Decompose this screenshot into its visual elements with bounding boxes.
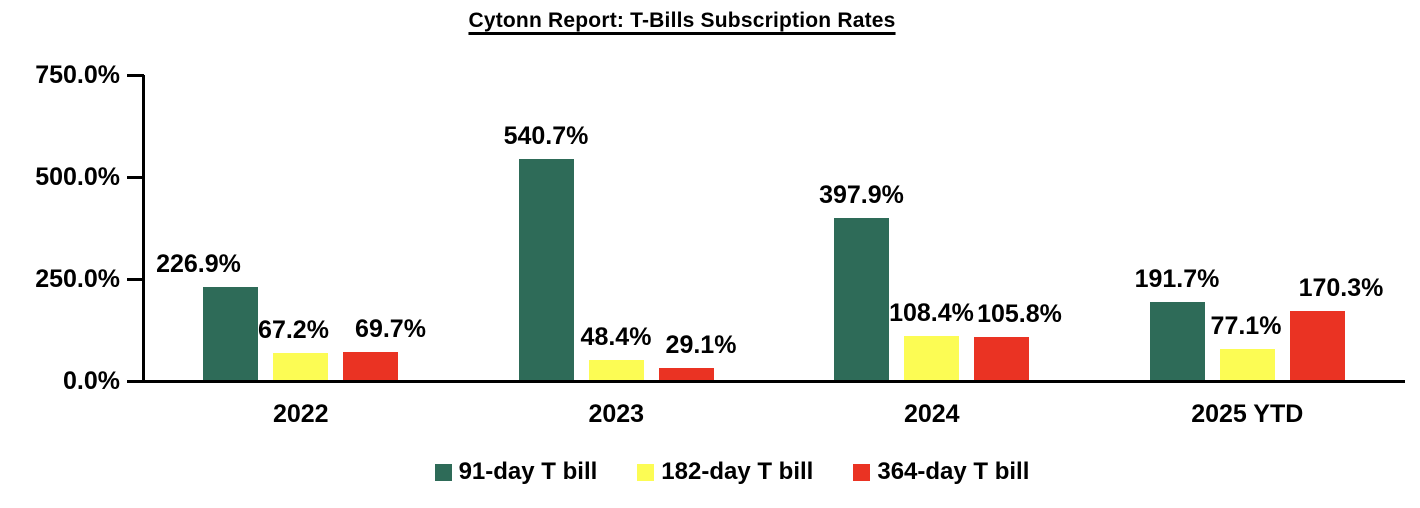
category-label-2025-ytd: 2025 YTD [1191,400,1304,428]
value-label-91-day-t-bill-2024: 397.9% [819,180,904,209]
legend-item-91-day-t-bill: 91-day T bill [434,458,598,485]
bar-182-day-t-bill-2023 [588,360,644,380]
bar-182-day-t-bill-2024 [904,335,959,380]
y-axis-tick-label: 500.0% [35,163,120,191]
value-label-364-day-t-bill-2023: 29.1% [665,331,737,360]
y-axis-tick-label: 0.0% [63,367,120,395]
legend: 91-day T bill 182-day T bill 364-day T bil… [0,459,1420,485]
value-label-91-day-t-bill-2025-ytd: 191.7% [1134,264,1220,293]
bar-364-day-t-bill-2024 [974,336,1029,380]
legend-label: 364-day T bill [877,458,1030,485]
value-label-91-day-t-bill-2022: 226.9% [156,250,241,279]
value-label-182-day-t-bill-2025-ytd: 77.1% [1210,311,1282,340]
value-label-182-day-t-bill-2023: 48.4% [580,323,652,352]
legend-swatch-182-day-t-bill [637,463,655,481]
y-axis-tick [127,278,144,281]
category-label-2023: 2023 [588,400,645,428]
legend-swatch-364-day-t-bill [853,463,871,481]
chart-title: Cytonn Report: T-Bills Subscription Rate… [468,9,896,32]
value-label-182-day-t-bill-2022: 67.2% [258,315,329,344]
legend-item-182-day-t-bill: 182-day T bill [637,459,813,485]
bar-182-day-t-bill-2022 [273,352,328,380]
legend-label: 182-day T bill [661,458,814,485]
value-label-364-day-t-bill-2024: 105.8% [977,299,1062,328]
x-axis-line [127,380,1405,383]
legend-swatch-91-day-t-bill [434,463,452,481]
bar-364-day-t-bill-2022 [343,351,398,380]
bar-91-day-t-bill-2023 [518,159,574,380]
y-axis-line [142,75,145,383]
y-axis-tick-label: 250.0% [35,265,120,293]
legend-label: 91-day T bill [458,458,598,485]
bar-91-day-t-bill-2025-ytd [1149,301,1205,380]
bar-364-day-t-bill-2023 [658,368,714,380]
bar-364-day-t-bill-2025-ytd [1289,310,1345,380]
value-label-182-day-t-bill-2024: 108.4% [889,298,974,327]
y-axis-tick [127,176,144,179]
bar-91-day-t-bill-2024 [834,217,889,380]
category-label-2024: 2024 [903,400,960,428]
value-label-364-day-t-bill-2025-ytd: 170.3% [1298,273,1384,302]
value-label-364-day-t-bill-2022: 69.7% [355,314,426,343]
bar-91-day-t-bill-2022 [203,287,258,380]
bar-182-day-t-bill-2025-ytd [1219,348,1275,380]
category-label-2022: 2022 [272,400,329,428]
y-axis-tick-label: 750.0% [35,61,120,89]
y-axis-tick [127,74,144,77]
legend-item-364-day-t-bill: 364-day T bill [853,459,1029,485]
value-label-91-day-t-bill-2023: 540.7% [503,122,589,151]
